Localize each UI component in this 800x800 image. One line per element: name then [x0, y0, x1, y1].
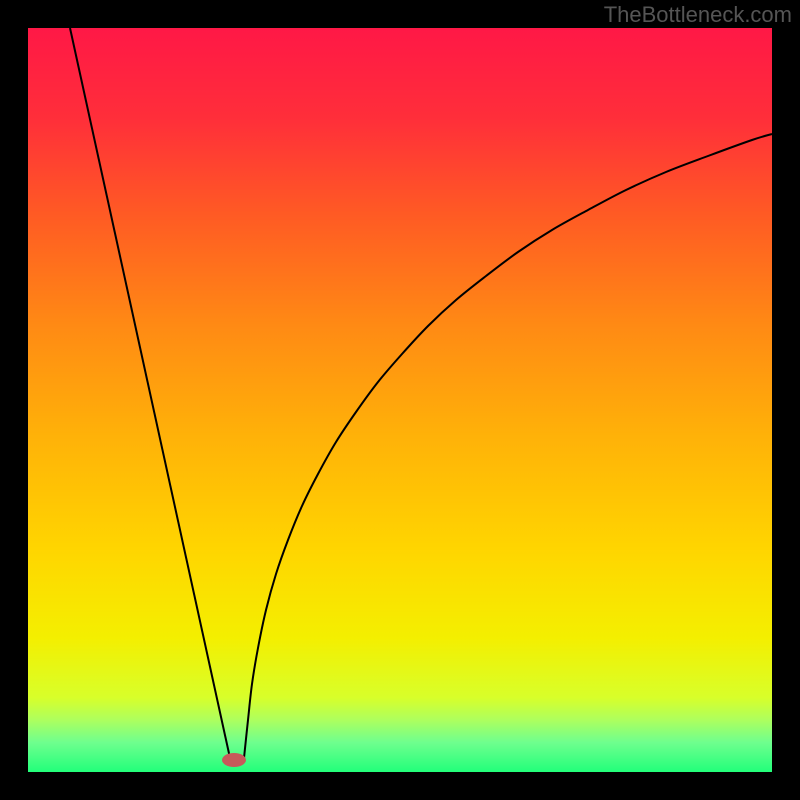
watermark-text: TheBottleneck.com — [604, 2, 792, 28]
bottleneck-marker — [222, 753, 246, 767]
chart-container: TheBottleneck.com — [0, 0, 800, 800]
plot-svg — [0, 0, 800, 800]
plot-area — [28, 28, 772, 772]
